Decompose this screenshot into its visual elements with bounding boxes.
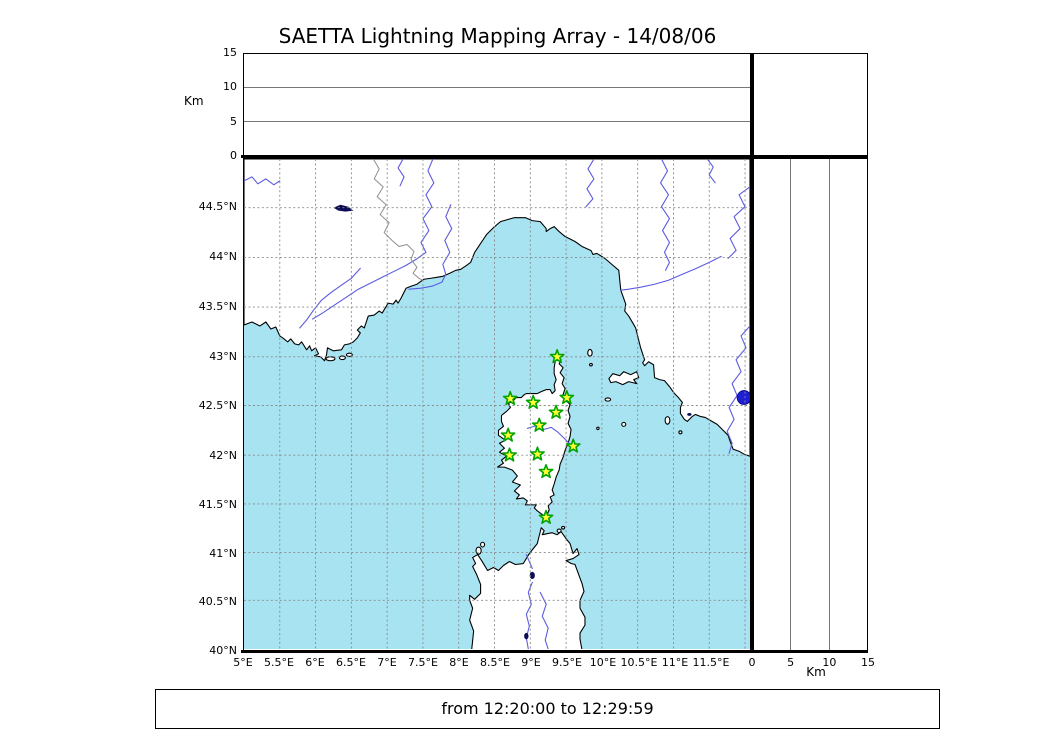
sardinia-coast [469, 527, 586, 649]
altitude-tick-label: 0 [748, 656, 756, 669]
maddalena-islet [561, 525, 566, 530]
pianosa-island [604, 397, 612, 402]
altitude-axis-unit-left: Km [184, 94, 204, 108]
lat-tick-label: 44.5°N [198, 200, 237, 213]
altitude-axis-unit-bottom: Km [806, 665, 826, 679]
station-marker [538, 464, 554, 479]
station-marker [538, 509, 554, 524]
corner-panel [752, 53, 868, 156]
map-panel[interactable] [243, 158, 752, 651]
mainland-coast [244, 159, 750, 457]
omodeo-lake [524, 632, 529, 640]
lat-tick-label: 40°N [209, 644, 237, 657]
levant-island [345, 352, 353, 357]
lon-tick-label: 9°E [521, 656, 541, 669]
coghinas-lake [529, 571, 535, 580]
lon-tick-label: 10.5°E [620, 656, 658, 669]
altitude-gridline [244, 121, 751, 123]
map-plot [244, 159, 750, 649]
altitude-gridline [790, 159, 792, 650]
station-marker [531, 417, 547, 432]
maddalena-island [556, 528, 562, 533]
map-bottom-border [241, 649, 868, 653]
rivers [244, 159, 750, 649]
altitude-gridline [244, 86, 751, 88]
lat-tick-label: 40.5°N [198, 595, 237, 608]
altitude-latitude-panel [752, 158, 868, 651]
bolsena-lake [736, 390, 750, 405]
lon-tick-label: 9.5°E [552, 656, 582, 669]
lat-tick-label: 42°N [209, 449, 237, 462]
lon-tick-label: 6.5°E [336, 656, 366, 669]
panel-divider-vertical [750, 53, 754, 651]
lat-tick-label: 41°N [209, 547, 237, 560]
altitude-tick-label: 10 [223, 80, 237, 94]
altitude-tick-label: 10 [822, 656, 837, 669]
corsica-coast [496, 356, 572, 518]
station-marker [559, 389, 575, 405]
lon-tick-label: 6°E [305, 656, 325, 669]
page-title: SAETTA Lightning Mapping Array - 14/08/0… [278, 24, 717, 48]
station-marker [549, 349, 565, 364]
montecristo-island [621, 421, 627, 427]
capraia-island [587, 348, 593, 357]
lon-tick-label: 8°E [449, 656, 469, 669]
station-marker [565, 438, 581, 453]
giglio-island [664, 416, 671, 425]
altitude-gridline [828, 159, 830, 650]
altitude-tick-label: 15 [861, 656, 875, 669]
lon-tick-label: 11.5°E [692, 656, 730, 669]
station-marker [502, 447, 517, 462]
station-marker [530, 446, 545, 461]
corsican-islet [596, 426, 600, 431]
altitude-tick-label: 0 [230, 149, 237, 162]
lakes [333, 204, 750, 640]
asinara-islet [480, 541, 486, 548]
station-marker [548, 404, 564, 419]
giannutri-island [678, 430, 683, 435]
lon-tick-label: 7.5°E [408, 656, 438, 669]
lat-tick-label: 41.5°N [198, 498, 237, 511]
lon-tick-label: 7°E [377, 656, 397, 669]
lon-tick-label: 8.5°E [480, 656, 510, 669]
station-marker [502, 390, 518, 406]
lon-tick-label: 10°E [589, 656, 617, 669]
lat-tick-label: 42.5°N [198, 399, 237, 412]
altitude-longitude-panel [243, 53, 752, 156]
time-range-box: from 12:20:00 to 12:29:59 [155, 689, 940, 729]
lma-stations [500, 349, 581, 524]
elba-island [608, 371, 640, 386]
lat-tick-label: 43°N [209, 350, 237, 363]
coastline-landmass [244, 159, 750, 649]
altitude-tick-label: 15 [223, 46, 237, 59]
panel-divider-horizontal [241, 154, 868, 158]
lon-tick-label: 11°E [661, 656, 689, 669]
lat-tick-label: 43.5°N [198, 300, 237, 313]
asinara-island [475, 546, 482, 555]
country-border [372, 159, 424, 281]
lon-tick-label: 5°E [233, 656, 253, 669]
altitude-tick-label: 5 [787, 656, 795, 669]
lon-tick-label: 5.5°E [264, 656, 294, 669]
lat-tick-label: 44°N [209, 250, 237, 263]
altitude-tick-label: 5 [230, 114, 237, 128]
serre-poncon-lake [333, 204, 354, 212]
orbetello-lagoon [687, 412, 692, 416]
small-islet [589, 363, 593, 367]
map-graticule [244, 159, 750, 649]
time-range-text: from 12:20:00 to 12:29:59 [441, 699, 654, 718]
porquerolles-island [325, 356, 336, 362]
station-marker [525, 394, 541, 409]
station-marker [500, 427, 516, 442]
